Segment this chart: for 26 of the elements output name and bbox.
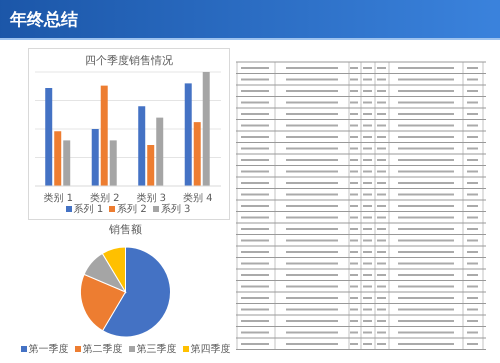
bar — [156, 118, 164, 186]
bar — [45, 88, 52, 186]
legend-label: 系列 2 — [117, 202, 147, 216]
legend-label: 第二季度 — [82, 342, 122, 356]
legend-label: 第三季度 — [136, 342, 176, 356]
bar — [54, 131, 62, 186]
legend-label: 第一季度 — [28, 342, 68, 356]
text: 年终总结 — [10, 9, 78, 31]
x-tick-label: 类别 4 — [182, 192, 213, 204]
bar — [110, 140, 117, 186]
legend-label: 系列 1 — [74, 202, 104, 216]
bar — [194, 122, 201, 186]
bar — [92, 129, 99, 186]
bar — [63, 140, 70, 186]
x-tick-label: 类别 1 — [43, 192, 74, 204]
chart-title: 销售额 — [108, 222, 143, 237]
x-tick-label: 类别 3 — [136, 192, 166, 204]
bar — [202, 72, 210, 186]
legend-label: 第四季度 — [190, 342, 230, 356]
bar — [100, 86, 108, 186]
bar — [138, 106, 146, 186]
legend-label: 系列 3 — [160, 202, 190, 216]
bar — [147, 144, 154, 186]
x-tick-label: 类别 2 — [90, 192, 120, 204]
bar — [184, 83, 192, 186]
chart-title: 四个季度销售情况 — [84, 53, 174, 68]
